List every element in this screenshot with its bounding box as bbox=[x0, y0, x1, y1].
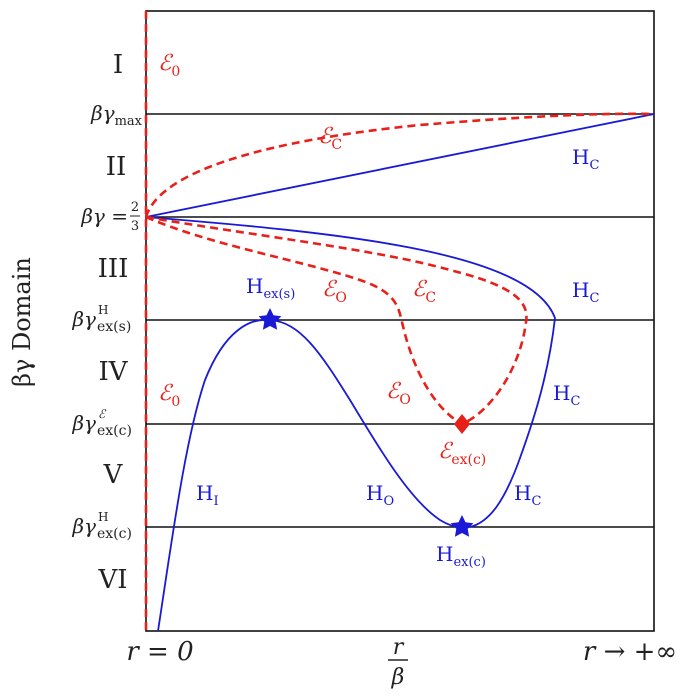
level-label-gamma-ex-s-h-sup: H bbox=[98, 303, 108, 317]
level-label-gamma-ex-s-h-sub: ex(s) bbox=[97, 319, 131, 335]
domain-label-iii: III bbox=[98, 254, 129, 284]
level-label-two-thirds-num: 2 bbox=[131, 200, 139, 215]
x-label-r-over-beta-num: r bbox=[393, 635, 405, 660]
level-label-gamma-max: βγmax bbox=[90, 101, 143, 129]
level-labels: βγmax βγ = 2 3 βγ H ex(s) βγ ℰ ex(c) βγ … bbox=[71, 101, 142, 542]
epsilon-c-lower-curve bbox=[145, 215, 528, 426]
h-c-lower-curve bbox=[145, 216, 556, 528]
level-label-gamma-ex-c-h-sub: ex(c) bbox=[97, 526, 132, 542]
level-lines bbox=[146, 113, 654, 528]
domain-labels: I II III IV V VI bbox=[97, 50, 128, 595]
x-label-r-zero: r = 0 bbox=[126, 637, 193, 667]
label-h-o: HO bbox=[366, 481, 394, 509]
h-i-h-o-curve bbox=[157, 318, 466, 632]
label-epsilon-ex-c: ℰex(c) bbox=[438, 439, 486, 468]
h-c-upper-line bbox=[145, 113, 655, 218]
label-h-c-mid: HC bbox=[572, 278, 599, 306]
level-label-gamma-ex-c-h: βγ H ex(c) bbox=[71, 510, 131, 542]
h-labels: HC HC HC HC Hex(s) HI HO Hex(c) bbox=[196, 145, 599, 570]
level-label-gamma-ex-c-h-prefix: βγ bbox=[71, 514, 96, 538]
level-label-two-thirds: βγ = 2 3 bbox=[80, 200, 140, 234]
epsilon-ex-c-diamond-marker bbox=[454, 414, 470, 434]
label-h-c-bottom: HC bbox=[514, 481, 541, 509]
level-label-gamma-ex-c-e-sup: ℰ bbox=[98, 407, 107, 421]
label-h-ex-c: Hex(c) bbox=[436, 542, 486, 570]
epsilon-c-upper-curve bbox=[144, 112, 655, 218]
epsilon-curves bbox=[144, 11, 655, 631]
x-label-r-over-beta-den: β bbox=[391, 665, 405, 690]
label-epsilon-o-upper: ℰO bbox=[322, 277, 347, 306]
epsilon-o-curve bbox=[145, 215, 463, 426]
level-label-two-thirds-prefix: βγ = bbox=[80, 204, 128, 228]
label-h-i: HI bbox=[196, 481, 219, 509]
epsilon-labels: ℰ0 ℰ0 ℰC ℰO ℰC ℰO ℰex(c) bbox=[158, 51, 486, 468]
level-label-gamma-ex-c-h-sup: H bbox=[98, 510, 108, 524]
y-axis-title: βγ Domain bbox=[8, 257, 36, 387]
label-epsilon-c-lower: ℰC bbox=[412, 277, 436, 306]
level-label-two-thirds-den: 3 bbox=[131, 219, 139, 234]
h-ex-s-star-marker bbox=[258, 308, 282, 330]
level-label-gamma-ex-s-h: βγ H ex(s) bbox=[71, 303, 131, 335]
h-ex-c-star-marker bbox=[450, 515, 474, 537]
level-label-gamma-ex-c-e: βγ ℰ ex(c) bbox=[71, 407, 131, 439]
level-label-gamma-ex-c-e-prefix: βγ bbox=[71, 411, 96, 435]
x-label-r-over-beta: r β bbox=[388, 635, 408, 690]
domain-label-ii: II bbox=[106, 152, 127, 182]
level-label-gamma-ex-c-e-sub: ex(c) bbox=[97, 423, 132, 439]
x-axis-labels: r = 0 r β r → +∞ bbox=[126, 635, 677, 690]
level-label-gamma-ex-s-h-prefix: βγ bbox=[71, 307, 96, 331]
domain-label-vi: VI bbox=[97, 565, 127, 595]
domain-label-iv: IV bbox=[98, 357, 128, 387]
label-epsilon-0-mid: ℰ0 bbox=[158, 381, 180, 410]
label-epsilon-0-top: ℰ0 bbox=[158, 51, 180, 80]
label-h-ex-s: Hex(s) bbox=[246, 274, 295, 302]
domain-label-v: V bbox=[103, 460, 124, 490]
h-curves bbox=[145, 113, 655, 632]
domain-label-i: I bbox=[113, 50, 123, 80]
label-epsilon-o-lower: ℰO bbox=[386, 379, 411, 408]
label-h-c-lower: HC bbox=[553, 381, 580, 409]
plot-frame bbox=[145, 10, 655, 632]
label-epsilon-c-upper: ℰC bbox=[318, 124, 342, 153]
x-label-r-infinity: r → +∞ bbox=[583, 637, 677, 667]
label-h-c-top: HC bbox=[572, 145, 599, 173]
